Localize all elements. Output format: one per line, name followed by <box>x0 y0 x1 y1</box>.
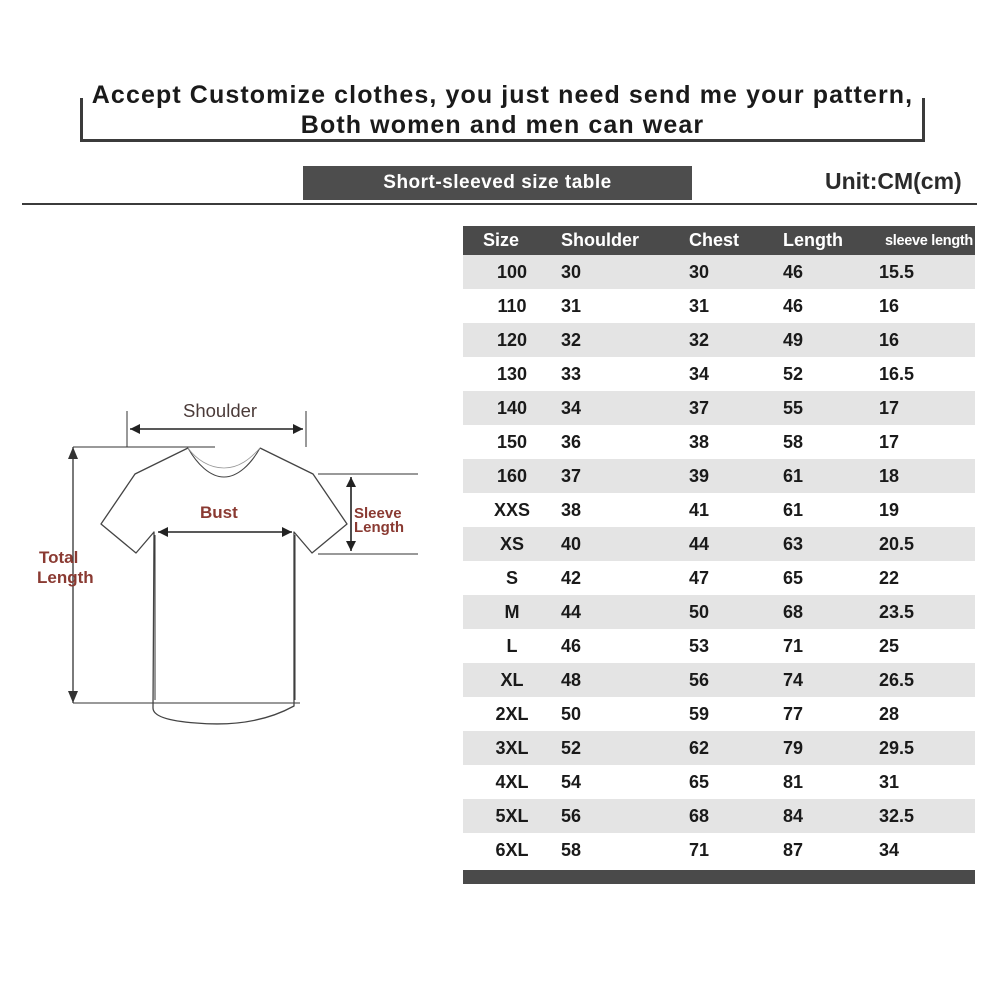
svg-text:Length: Length <box>37 568 94 587</box>
svg-text:Length: Length <box>354 519 404 536</box>
svg-text:Shoulder: Shoulder <box>183 400 257 421</box>
svg-text:Bust: Bust <box>200 503 238 522</box>
svg-text:Total: Total <box>39 548 78 567</box>
